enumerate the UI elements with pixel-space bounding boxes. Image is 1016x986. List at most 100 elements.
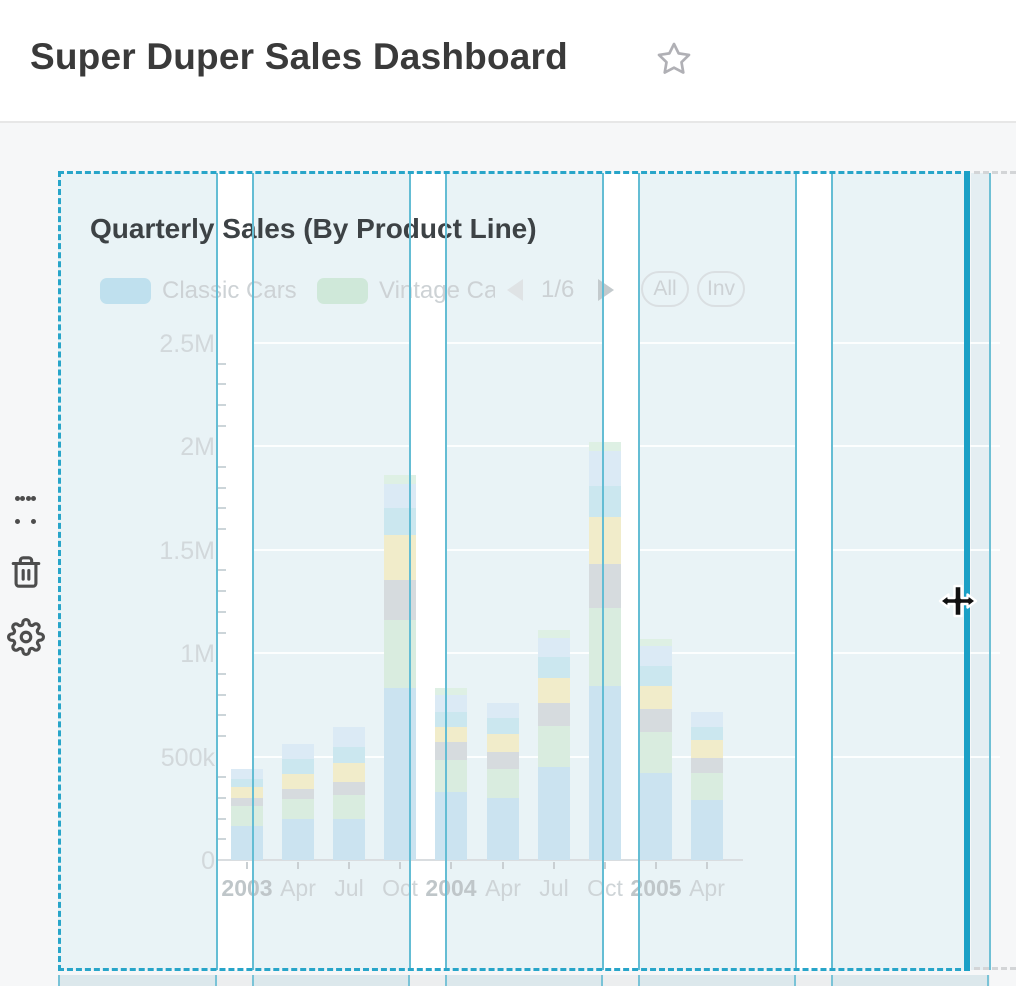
bar-segment: [640, 686, 672, 710]
bar-segment: [231, 769, 263, 779]
bar-segment: [487, 733, 519, 753]
bar-segment: [538, 637, 570, 658]
x-axis-label: Apr: [689, 875, 725, 901]
y-axis-minor-tick: [217, 776, 226, 779]
y-axis-label: 0: [201, 847, 215, 875]
chart-title: Quarterly Sales (By Product Line): [90, 213, 537, 244]
grid-gutter: [796, 173, 831, 970]
bar-segment: [538, 657, 570, 678]
bar-segment: [640, 665, 672, 687]
bar-segment: [589, 442, 621, 451]
widget-selection-border[interactable]: [58, 171, 970, 971]
x-axis-tick: [450, 862, 452, 869]
widget-resize-handle-right[interactable]: [964, 171, 970, 971]
legend-invert-button[interactable]: Inv: [697, 271, 745, 307]
settings-gear-icon[interactable]: [7, 618, 45, 661]
legend-swatch: [100, 278, 151, 304]
legend-item-classic-cars[interactable]: Classic Cars: [100, 271, 297, 311]
bar-segment: [333, 782, 365, 795]
y-axis-minor-tick: [217, 610, 226, 613]
bar-segment: [435, 759, 467, 792]
bar-segment: [640, 709, 672, 732]
y-axis-minor-tick: [217, 693, 226, 696]
move-cursor-icon: [936, 579, 980, 628]
y-axis-minor-tick: [217, 507, 226, 510]
header-divider: [0, 121, 1016, 123]
bar-segment: [435, 791, 467, 860]
bar-segment: [333, 726, 365, 748]
y-axis-minor-tick: [217, 466, 226, 469]
bar-segment: [589, 450, 621, 486]
ghost-outline-top: [974, 171, 1016, 174]
y-axis-minor-tick: [217, 486, 226, 489]
bar-segment: [589, 686, 621, 860]
bar-segment: [487, 702, 519, 719]
bar-segment: [231, 786, 263, 798]
y-axis-minor-tick: [217, 424, 226, 427]
y-axis-label: 2M: [180, 433, 215, 462]
bar-segment: [487, 797, 519, 860]
bar-segment: [589, 516, 621, 565]
bar-segment: [384, 475, 416, 484]
y-axis-minor-tick: [217, 796, 226, 799]
grid-column-extension: [971, 173, 990, 970]
legend-item-vintage-cars[interactable]: Vintage Ca: [317, 271, 495, 311]
x-axis-tick: [655, 862, 657, 869]
bar-segment: [589, 607, 621, 687]
bar-segment: [691, 726, 723, 741]
grid-column-line: [216, 173, 218, 970]
bar-segment: [691, 757, 723, 774]
y-axis-minor-tick: [217, 734, 226, 737]
y-gridline: [220, 342, 1000, 344]
bar-segment: [333, 747, 365, 763]
bar-segment: [538, 630, 570, 638]
grid-column-line: [445, 173, 447, 970]
bar-segment: [538, 725, 570, 767]
bar-segment: [691, 800, 723, 860]
x-axis-tick: [502, 862, 504, 869]
legend-select-all-button[interactable]: All: [641, 271, 689, 307]
ghost-outline-bottom: [974, 967, 1016, 970]
bar-segment: [640, 645, 672, 666]
x-axis-tick: [706, 862, 708, 869]
y-axis-minor-tick: [217, 817, 226, 820]
bar-segment: [435, 694, 467, 712]
y-axis-label: 1.5M: [159, 536, 215, 565]
page-title: Super Duper Sales Dashboard: [30, 36, 568, 77]
bar-segment: [282, 789, 314, 799]
y-axis-minor-tick: [217, 672, 226, 675]
bar-segment: [691, 740, 723, 758]
y-axis-minor-tick: [217, 631, 226, 634]
legend-label: Classic Cars: [162, 277, 297, 304]
bar-segment: [231, 825, 263, 860]
x-axis-label: 2003: [221, 875, 273, 901]
next-row-grid-column: [252, 975, 410, 986]
x-axis-tick: [604, 862, 606, 869]
bar-segment: [435, 726, 467, 742]
x-axis-label: Apr: [280, 875, 316, 901]
x-axis-label: Jul: [539, 875, 569, 901]
grid-column-line: [638, 173, 640, 970]
chart-widget[interactable]: Quarterly Sales (By Product Line) Classi…: [58, 173, 1000, 970]
grid-column-line: [989, 173, 991, 970]
bar-segment: [435, 688, 467, 695]
trash-icon[interactable]: [9, 554, 43, 595]
x-axis-label: 2004: [425, 875, 477, 901]
x-axis-label: Oct: [587, 875, 623, 901]
favorite-star-icon[interactable]: [656, 41, 692, 82]
y-axis-minor-tick: [217, 404, 226, 407]
x-axis-label: Jul: [334, 875, 364, 901]
legend-label: Vintage Ca: [379, 277, 495, 304]
y-axis-minor-tick: [217, 383, 226, 386]
bar-segment: [435, 711, 467, 727]
bar-segment: [282, 744, 314, 759]
drag-handle-icon[interactable]: [15, 496, 36, 524]
y-axis-label: 2.5M: [159, 330, 215, 358]
legend-pager-prev-icon[interactable]: [507, 279, 523, 301]
bar-segment: [333, 762, 365, 783]
bar-segment: [282, 798, 314, 820]
x-axis-tick: [297, 862, 299, 869]
y-axis-minor-tick: [217, 714, 226, 717]
legend-pager-position: 1/6: [541, 276, 575, 303]
